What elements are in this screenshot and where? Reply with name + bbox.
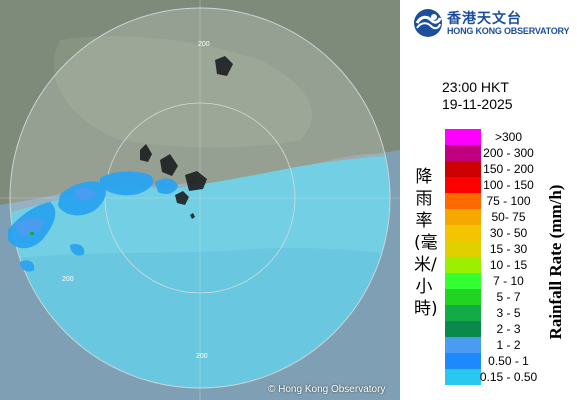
legend-swatch bbox=[445, 305, 481, 321]
legend-swatch bbox=[445, 177, 481, 193]
legend-swatches bbox=[445, 129, 481, 385]
legend-range-label: 3 - 5 bbox=[496, 306, 521, 320]
legend-range-label: 5 - 7 bbox=[496, 290, 521, 304]
observation-date: 19-11-2025 bbox=[442, 96, 513, 112]
radar-image: 200 200 200 bbox=[0, 0, 400, 400]
logo-chinese-name: 香港天文台 bbox=[447, 11, 522, 27]
legend-swatch bbox=[445, 161, 481, 177]
legend-swatch bbox=[445, 257, 481, 273]
legend-range-label: 15 - 30 bbox=[489, 242, 528, 256]
legend-swatch bbox=[445, 321, 481, 337]
legend-title-english: Rainfall Rate (mm/h) bbox=[546, 184, 565, 340]
legend-range-label: 150 - 200 bbox=[483, 162, 534, 176]
legend-range-label: 1 - 2 bbox=[496, 338, 521, 352]
observation-time: 23:00 HKT bbox=[442, 79, 509, 95]
copyright-text: © Hong Kong Observatory bbox=[268, 384, 386, 395]
legend-swatch bbox=[445, 225, 481, 241]
hko-emblem-icon bbox=[414, 9, 442, 37]
legend-swatch bbox=[445, 145, 481, 161]
legend-range-label: 50- 75 bbox=[491, 210, 526, 224]
legend-swatch bbox=[445, 369, 481, 385]
legend-range-label: 75 - 100 bbox=[486, 194, 531, 208]
legend-swatch bbox=[445, 193, 481, 209]
legend-range-label: 2 - 3 bbox=[496, 322, 521, 336]
legend-range-labels: >300 200 - 300 150 - 200 100 - 150 75 - 100 5… bbox=[476, 129, 541, 385]
radar-map[interactable]: 200 200 200 © Hong Kong Observatory bbox=[0, 0, 400, 400]
legend-range-label: >300 bbox=[494, 130, 523, 144]
legend-swatch bbox=[445, 209, 481, 225]
legend-range-label: 200 - 300 bbox=[483, 146, 534, 160]
legend-range-label: 7 - 10 bbox=[493, 274, 524, 288]
legend-range-label: 10 - 15 bbox=[489, 258, 528, 272]
legend-swatch bbox=[445, 289, 481, 305]
range-ring-label-south: 200 bbox=[196, 353, 208, 360]
range-ring-label-west: 200 bbox=[62, 276, 74, 283]
range-ring-label-north: 200 bbox=[198, 41, 210, 48]
legend-swatch bbox=[445, 129, 481, 145]
legend-title-chinese: 降雨率(毫米/小時) bbox=[414, 167, 438, 319]
legend-range-label: 100 - 150 bbox=[483, 178, 534, 192]
legend-swatch bbox=[445, 273, 481, 289]
legend-swatch bbox=[445, 241, 481, 257]
logo-english-name: HONG KONG OBSERVATORY bbox=[447, 26, 570, 36]
legend-range-label: 0.15 - 0.50 bbox=[479, 370, 538, 384]
legend-swatch bbox=[445, 353, 481, 369]
legend-panel: 香港天文台 HONG KONG OBSERVATORY 23:00 HKT 19… bbox=[400, 0, 577, 400]
legend-range-label: 0.50 - 1 bbox=[488, 354, 529, 368]
legend-range-label: 30 - 50 bbox=[489, 226, 528, 240]
legend-swatch bbox=[445, 337, 481, 353]
